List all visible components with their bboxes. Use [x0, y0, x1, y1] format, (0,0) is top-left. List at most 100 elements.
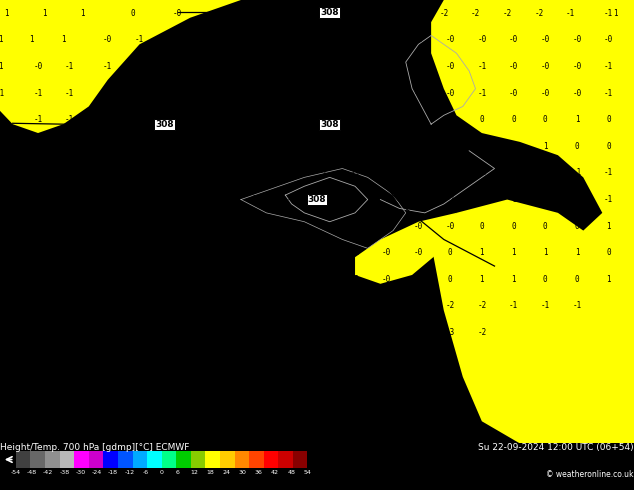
Text: -1: -1 — [34, 89, 42, 98]
Text: -2: -2 — [103, 169, 112, 177]
Text: -1: -1 — [414, 89, 423, 98]
Text: -2: -2 — [477, 169, 486, 177]
Text: -3: -3 — [382, 328, 391, 337]
Text: -1: -1 — [65, 115, 74, 124]
Text: 0: 0 — [160, 470, 164, 475]
Bar — [30, 451, 45, 467]
Text: -1: -1 — [604, 169, 613, 177]
Text: -2: -2 — [34, 359, 42, 368]
Text: -24: -24 — [92, 470, 102, 475]
Text: -2: -2 — [103, 142, 112, 151]
Bar — [103, 451, 118, 467]
Text: -2: -2 — [319, 89, 328, 98]
Text: -3: -3 — [65, 359, 74, 368]
Text: -42: -42 — [43, 470, 53, 475]
Text: -2: -2 — [382, 195, 391, 204]
Bar — [176, 451, 191, 467]
Text: 0: 0 — [479, 142, 484, 151]
Text: -0: -0 — [382, 275, 391, 284]
Text: 0: 0 — [574, 275, 579, 284]
Text: -1: -1 — [382, 142, 391, 151]
Text: -3: -3 — [414, 328, 423, 337]
Text: -1: -1 — [566, 9, 575, 18]
Text: -2: -2 — [287, 301, 296, 311]
Text: Height/Temp. 700 hPa [gdmp][°C] ECMWF: Height/Temp. 700 hPa [gdmp][°C] ECMWF — [0, 443, 190, 452]
Text: -2: -2 — [439, 9, 448, 18]
Text: -2: -2 — [382, 115, 391, 124]
Text: -1: -1 — [0, 195, 4, 204]
Text: -1: -1 — [34, 301, 42, 311]
Text: -0: -0 — [509, 62, 518, 71]
Bar — [249, 451, 264, 467]
Text: -1: -1 — [103, 62, 112, 71]
Text: -1: -1 — [573, 195, 581, 204]
Text: -3: -3 — [103, 359, 112, 368]
Text: -2: -2 — [211, 301, 220, 311]
Text: -2: -2 — [211, 248, 220, 257]
Bar — [205, 451, 220, 467]
Text: -2: -2 — [249, 275, 258, 284]
Text: 0: 0 — [606, 248, 611, 257]
Text: 1: 1 — [0, 301, 3, 311]
Text: 0: 0 — [511, 142, 516, 151]
Text: -0: -0 — [414, 275, 423, 284]
Text: 0: 0 — [574, 142, 579, 151]
Text: -1: -1 — [382, 169, 391, 177]
Text: -1: -1 — [34, 275, 42, 284]
Text: -1: -1 — [446, 169, 455, 177]
Text: -1: -1 — [34, 221, 42, 231]
Text: -1: -1 — [173, 35, 182, 45]
Bar — [118, 451, 133, 467]
Text: -1: -1 — [573, 301, 581, 311]
Text: -1: -1 — [34, 195, 42, 204]
Text: -0: -0 — [414, 221, 423, 231]
Text: -2: -2 — [173, 248, 182, 257]
Text: -38: -38 — [60, 470, 70, 475]
Text: -1: -1 — [249, 115, 258, 124]
Text: -1: -1 — [287, 9, 296, 18]
Text: 48: 48 — [287, 470, 295, 475]
Text: -1: -1 — [376, 9, 385, 18]
Text: -3: -3 — [135, 359, 144, 368]
Bar — [45, 451, 60, 467]
Text: -2: -2 — [211, 142, 220, 151]
Text: -2: -2 — [173, 221, 182, 231]
Bar — [74, 451, 89, 467]
Text: -1: -1 — [0, 359, 4, 368]
Text: -1: -1 — [65, 62, 74, 71]
Text: -1: -1 — [351, 169, 359, 177]
Bar — [220, 451, 235, 467]
Text: -2: -2 — [249, 169, 258, 177]
Text: 1: 1 — [80, 9, 85, 18]
Text: -3: -3 — [351, 328, 359, 337]
Polygon shape — [355, 213, 456, 284]
Text: -2: -2 — [135, 248, 144, 257]
Text: 0: 0 — [574, 221, 579, 231]
Text: -1: -1 — [509, 169, 518, 177]
Text: -1: -1 — [34, 169, 42, 177]
Text: -0: -0 — [103, 35, 112, 45]
Text: 1: 1 — [0, 62, 3, 71]
Text: -2: -2 — [351, 89, 359, 98]
Bar — [162, 451, 176, 467]
Text: -1: -1 — [509, 195, 518, 204]
Text: 1: 1 — [606, 221, 611, 231]
Text: 1: 1 — [4, 9, 9, 18]
Text: -1: -1 — [135, 169, 144, 177]
Text: -0: -0 — [509, 35, 518, 45]
Text: -2: -2 — [446, 301, 455, 311]
Text: -1: -1 — [541, 195, 550, 204]
Text: -2: -2 — [65, 328, 74, 337]
Text: -1: -1 — [211, 89, 220, 98]
Text: -3: -3 — [135, 328, 144, 337]
Text: -30: -30 — [75, 470, 86, 475]
Bar — [89, 451, 103, 467]
Text: -2: -2 — [287, 248, 296, 257]
Text: 6: 6 — [176, 470, 180, 475]
Text: -1: -1 — [173, 195, 182, 204]
Text: -18: -18 — [108, 470, 118, 475]
Text: -2: -2 — [103, 301, 112, 311]
Text: -0: -0 — [446, 89, 455, 98]
Text: -2: -2 — [534, 9, 543, 18]
Text: 24: 24 — [223, 470, 231, 475]
